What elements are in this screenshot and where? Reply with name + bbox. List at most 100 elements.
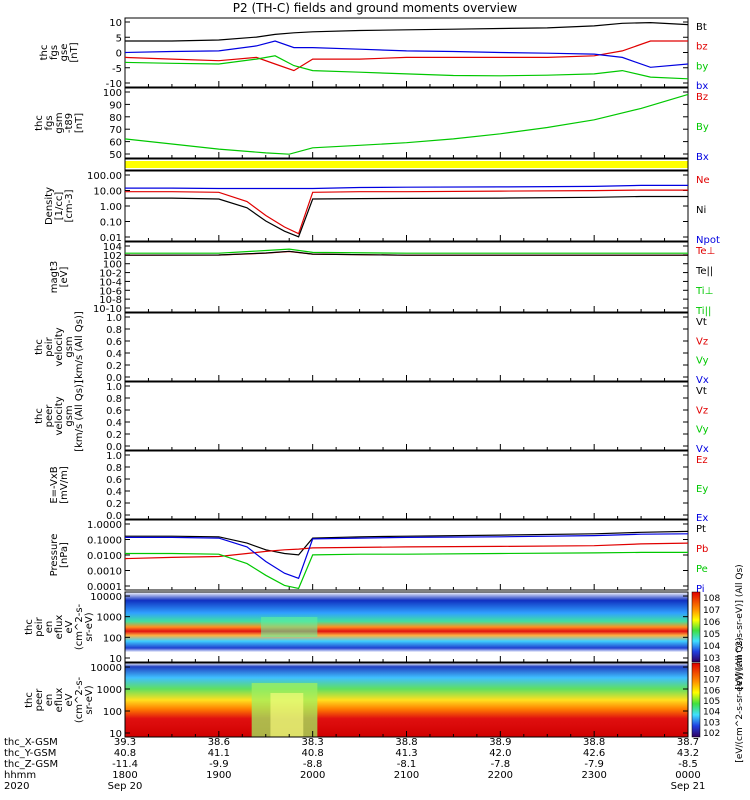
legend-Bz: Bz [696, 92, 708, 103]
legend-Ez: Ez [696, 455, 708, 466]
panel-frame [124, 381, 689, 451]
panel-frame [124, 312, 689, 382]
legend-by: by [696, 61, 708, 72]
panel-fgs-gse: 10 5 0 -5 -10 thc fgs gse [nT] Bt bz by bx [39, 17, 708, 92]
orbit-y: 41.1 [208, 748, 230, 759]
ylabel-line: sr-eV) [84, 612, 95, 641]
ylabel-line: peer [44, 404, 55, 428]
ytick-label: 60 [109, 138, 122, 149]
ytick-label: 10-8 [99, 295, 122, 306]
ylabel-line: eflux [54, 615, 65, 640]
orbit-row-label: thc_X-GSM [4, 737, 58, 748]
colorbar-tick: 105 [703, 630, 720, 640]
ytick-label: 100 [103, 88, 122, 99]
ytick-label: 10 [109, 654, 122, 665]
legend-Vt: Vt [696, 317, 707, 328]
ylabel-line: thc [39, 45, 50, 61]
legend-Ti⊥: Ti⊥ [695, 286, 713, 297]
series-By [124, 93, 689, 155]
orbit-z: -7.8 [491, 759, 511, 770]
series-bx [124, 40, 689, 68]
ylabel-line: [1/cc] [54, 192, 65, 221]
ytick-label: 0.8 [106, 394, 122, 405]
ytick-label: 5 [116, 33, 122, 44]
orbit-date: Sep 21 [671, 781, 706, 792]
orbit-x: 38.7 [677, 737, 699, 748]
ytick-label: 0.2 [106, 361, 122, 372]
legend-Vz: Vz [696, 336, 708, 347]
legend-Bx: Bx [696, 152, 709, 163]
legend-Vx: Vx [696, 444, 709, 455]
orbit-x: 38.9 [489, 737, 511, 748]
ytick-label: 0.4 [106, 349, 122, 360]
ytick-label: 1.0 [106, 382, 122, 393]
ytick-label: 1.0000 [87, 520, 122, 531]
depletion-core [270, 693, 304, 737]
ylabel-line: fgs [49, 45, 60, 60]
ylabel-line: [km/s (All Qs)] [74, 380, 85, 452]
series-Npot [125, 184, 688, 190]
ylabel-line: [km/s (All Qs)] [74, 311, 85, 383]
ylabel-line: fgs [44, 115, 55, 130]
ytick-label: 0.6 [106, 475, 122, 486]
colorbar-strip [691, 591, 701, 663]
ylabel-line: peir [44, 336, 55, 356]
colorbar-tick: 106 [703, 618, 720, 628]
ytick-label: 104 [103, 242, 122, 253]
ylabel-line: velocity [54, 327, 65, 366]
orbit-table: thc_X-GSMthc_Y-GSMthc_Z-GSMhhmm202039.34… [4, 737, 705, 792]
ytick-label: 10 [109, 729, 122, 740]
colorbar-tick: 105 [703, 697, 720, 707]
colorbar-tick: 104 [703, 708, 720, 718]
ylabel-line: gse [59, 44, 70, 62]
ytick-label: 10-6 [99, 286, 122, 297]
legend-Vy: Vy [696, 356, 709, 367]
legend-Vt: Vt [696, 386, 707, 397]
series-Ti⊥ [125, 248, 688, 254]
ytick-label: 0.1000 [87, 536, 122, 547]
series-Pe [125, 551, 688, 590]
orbit-y: 40.8 [302, 748, 324, 759]
colorbar-strip [691, 662, 701, 738]
ylabel-line: en [44, 694, 55, 707]
orbit-hhmm: 1900 [206, 770, 231, 781]
ylabel-line: peir [34, 616, 45, 636]
ylabel-line: thc [34, 339, 45, 355]
ylabel-line: thc [34, 408, 45, 424]
series-by [124, 55, 689, 80]
ytick-label: 0.01 [100, 233, 122, 244]
ylabel-line: thc [34, 115, 45, 131]
ytick-label: 10-4 [99, 277, 122, 288]
panel-frame [124, 17, 689, 88]
ytick-label: 0.0001 [87, 582, 122, 593]
orbit-z: -7.9 [584, 759, 604, 770]
orbit-x: 38.8 [583, 737, 605, 748]
orbit-hhmm: 2300 [581, 770, 606, 781]
ytick-label: 1000 [97, 685, 122, 696]
ytick-label: 102 [103, 251, 122, 262]
ytick-label: 90 [109, 100, 122, 111]
panel-efield: 1.00.80.60.40.20.0 E=-VxB [mV/m] Ez Ey Ex [49, 450, 708, 524]
ytick-label: 10.00 [93, 187, 122, 198]
ytick-label: 0.10 [100, 218, 122, 229]
series-Bt [125, 21, 689, 42]
orbit-hhmm: 2100 [394, 770, 419, 781]
colorbar-tick: 107 [703, 606, 720, 616]
ylabel-line: peer [34, 688, 45, 712]
orbit-y: 40.8 [114, 748, 136, 759]
series-Pi [125, 533, 689, 580]
ylabel-line: eV [64, 693, 75, 706]
orbit-x: 38.8 [395, 737, 417, 748]
orbit-row-label: thc_Y-GSM [4, 748, 56, 759]
panel-peir-velocity: 1.00.80.60.40.20.0 thc peir velocity gsm [km/… [34, 311, 709, 386]
spectrogram-peer-eflux [125, 663, 688, 737]
ylabel-line: (cm^2-s- [74, 603, 85, 650]
orbit-hhmm: 2200 [488, 770, 513, 781]
ylabel-line: thc [24, 692, 35, 708]
ytick-label: -5 [112, 64, 122, 75]
legend-Vz: Vz [696, 405, 708, 416]
ylabel-line: magt3 [49, 261, 60, 294]
